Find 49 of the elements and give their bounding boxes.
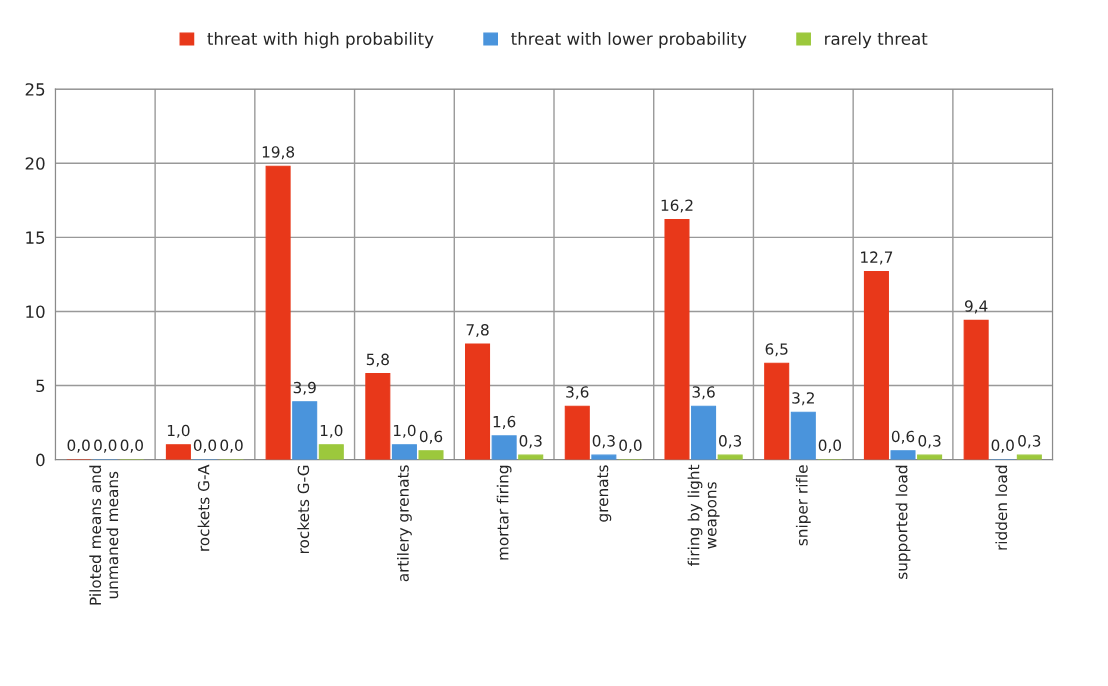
data-label: 12,7: [861, 251, 893, 265]
data-label: 9,4: [964, 300, 988, 314]
data-label: 0,3: [719, 435, 742, 449]
x-tick-label: rockets G-G: [297, 465, 310, 554]
data-label: 0,3: [1018, 435, 1041, 449]
y-tick-label: 15: [26, 231, 45, 244]
x-tick-label: supported load: [895, 465, 911, 579]
legend-label: threat with lower probability: [511, 32, 747, 49]
data-label: 0,6: [419, 430, 443, 444]
data-label: 0,3: [592, 435, 615, 449]
x-tick-label: firing by light weapons: [687, 464, 720, 566]
data-label: 0,0: [991, 439, 1014, 453]
y-tick-label: 25: [25, 83, 45, 96]
data-label: 3,6: [692, 386, 715, 400]
data-label: 5,8: [366, 353, 389, 367]
legend-label: threat with high probability: [207, 32, 434, 49]
y-tick-label: 5: [36, 379, 45, 393]
data-label: 0,0: [94, 439, 117, 453]
data-label: 0,0: [619, 439, 642, 453]
data-label: 0,0: [120, 439, 143, 453]
data-label: 0,0: [193, 439, 217, 453]
data-label: 16,2: [661, 199, 693, 213]
data-label: 0,6: [891, 430, 915, 444]
data-label: 1,0: [393, 424, 416, 438]
y-tick-label: 20: [25, 157, 45, 170]
x-tick-label: artilery grenats: [397, 465, 412, 582]
x-tick-label: Piloted means and unmaned means: [89, 465, 119, 605]
data-label: 19,8: [262, 146, 295, 160]
y-tick-label: 10: [26, 305, 45, 319]
data-label: 7,8: [466, 323, 489, 338]
x-tick-label: rockets G-A: [197, 464, 210, 551]
x-tick-label: sniper rifle: [795, 465, 811, 546]
data-label: 6,5: [765, 343, 788, 357]
data-label: 0,0: [220, 439, 243, 453]
y-tick-label: 0: [36, 453, 45, 467]
data-label: 3,2: [792, 392, 814, 406]
data-label: 1,0: [167, 424, 190, 438]
x-tick-label: grenats: [597, 465, 612, 522]
data-label: 0,3: [918, 435, 941, 449]
data-label: 3,6: [566, 386, 589, 400]
data-label: 3,9: [293, 381, 316, 395]
data-label: 1,0: [320, 424, 343, 438]
x-tick-label: mortar firing: [496, 465, 512, 560]
data-label: 0,0: [67, 439, 90, 453]
x-tick-label: ridden load: [995, 465, 1008, 550]
data-label: 0,0: [818, 439, 842, 453]
legend-label: rarely threat: [825, 32, 928, 49]
data-label: 1,6: [493, 415, 516, 429]
data-label: 0,3: [519, 435, 542, 449]
